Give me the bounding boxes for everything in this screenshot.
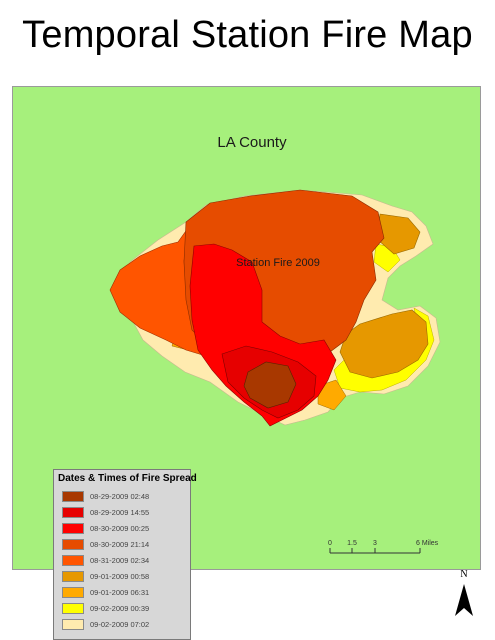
legend-swatch <box>62 523 84 534</box>
legend-swatch <box>62 571 84 582</box>
legend-label: 09-01-2009 06:31 <box>90 588 150 597</box>
legend-label: 09-02-2009 07:02 <box>90 620 150 629</box>
legend-swatch <box>62 539 84 550</box>
legend-label: 08-30-2009 00:25 <box>90 524 150 533</box>
scale-tick-0: 0 <box>328 540 332 547</box>
legend-swatch <box>62 507 84 518</box>
legend: Dates & Times of Fire Spread 08-29-2009 … <box>53 469 197 640</box>
scale-bar: 0 1.5 3 6 Miles <box>328 540 439 554</box>
county-label: LA County <box>217 134 287 151</box>
legend-swatch <box>62 619 84 630</box>
scale-tick-3: 6 Miles <box>416 540 439 547</box>
north-arrow-icon: N <box>455 569 473 616</box>
legend-label: 08-30-2009 21:14 <box>90 540 150 549</box>
legend-label: 08-29-2009 14:55 <box>90 508 150 517</box>
map-title: Temporal Station Fire Map <box>22 14 473 56</box>
legend-label: 08-29-2009 02:48 <box>90 492 150 501</box>
legend-label: 08-31-2009 02:34 <box>90 556 150 565</box>
legend-label: 09-01-2009 00:58 <box>90 572 150 581</box>
fire-area-08-29-0248 <box>243 361 297 409</box>
legend-swatch <box>62 555 84 566</box>
legend-title: Dates & Times of Fire Spread <box>58 473 197 484</box>
north-label: N <box>460 569 467 580</box>
fire-label: Station Fire 2009 <box>236 257 320 269</box>
legend-swatch <box>62 491 84 502</box>
scale-tick-1: 1.5 <box>347 540 357 547</box>
legend-swatch <box>62 603 84 614</box>
legend-swatch <box>62 587 84 598</box>
scale-tick-2: 3 <box>373 540 377 547</box>
legend-label: 09-02-2009 00:39 <box>90 604 150 613</box>
